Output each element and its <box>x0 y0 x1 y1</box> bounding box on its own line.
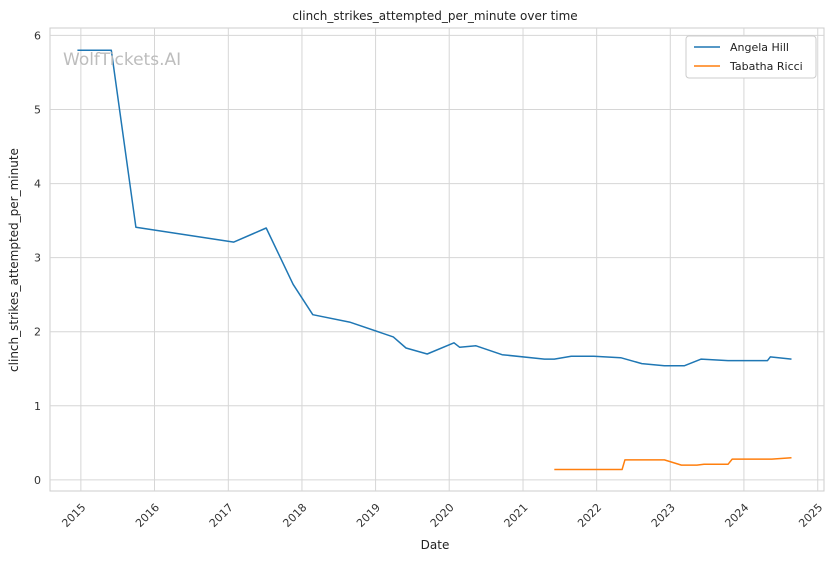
y-tick-label: 1 <box>34 400 41 413</box>
x-tick-label: 2017 <box>207 501 236 530</box>
x-tick-label: 2025 <box>796 501 825 530</box>
y-axis-label: clinch_strikes_attempted_per_minute <box>7 148 21 372</box>
x-tick-label: 2022 <box>575 501 604 530</box>
legend-label-tabatha-ricci: Tabatha Ricci <box>729 60 803 73</box>
chart-title: clinch_strikes_attempted_per_minute over… <box>292 9 577 23</box>
x-tick-label: 2023 <box>649 501 678 530</box>
legend-label-angela-hill: Angela Hill <box>730 41 789 54</box>
y-tick-label: 4 <box>34 178 41 191</box>
y-tick-label: 6 <box>34 29 41 42</box>
x-axis-ticks: 2015 2016 2017 2018 2019 2020 2021 2022 2023 2024… <box>59 501 825 530</box>
x-tick-label: 2019 <box>354 501 383 530</box>
x-tick-label: 2016 <box>133 501 162 530</box>
x-tick-label: 2021 <box>502 501 531 530</box>
y-axis-ticks: 0 1 2 3 4 5 6 <box>34 29 41 486</box>
x-tick-label: 2015 <box>59 501 88 530</box>
y-tick-label: 5 <box>34 103 41 116</box>
x-tick-label: 2018 <box>280 501 309 530</box>
legend: Angela Hill Tabatha Ricci <box>685 35 817 79</box>
x-axis-label: Date <box>421 538 450 552</box>
y-tick-label: 2 <box>34 326 41 339</box>
x-tick-label: 2020 <box>428 501 457 530</box>
series-line-angela-hill <box>77 49 792 367</box>
plot-area <box>49 27 825 492</box>
watermark: WolfTickets.AI <box>63 50 181 70</box>
y-tick-label: 3 <box>34 252 41 265</box>
y-tick-label: 0 <box>34 474 41 487</box>
series-lines <box>77 49 792 471</box>
gridlines <box>50 28 824 491</box>
series-line-tabatha-ricci <box>554 456 792 471</box>
x-tick-label: 2024 <box>722 501 751 530</box>
